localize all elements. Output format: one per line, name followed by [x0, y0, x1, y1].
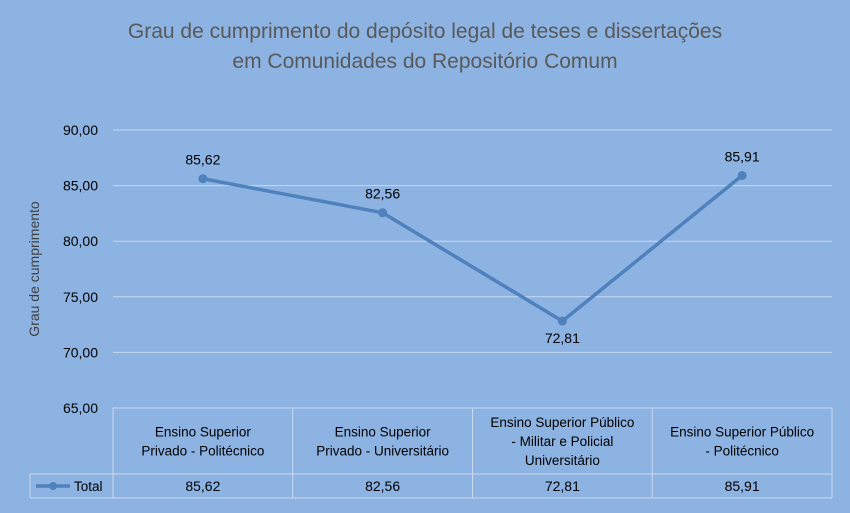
- data-point: [198, 174, 208, 184]
- y-tick-label: 85,00: [63, 178, 98, 194]
- category-label: - Militar e Policial: [511, 434, 613, 449]
- data-point: [557, 316, 567, 326]
- series-line: [202, 174, 744, 323]
- category-label: Ensino Superior Público: [670, 425, 814, 440]
- legend-marker: [49, 482, 57, 490]
- data-label: 72,81: [545, 330, 580, 346]
- category-label: Universitário: [525, 453, 600, 468]
- y-axis-label: Grau de cumprimento: [26, 201, 42, 337]
- y-tick-label: 90,00: [63, 122, 98, 138]
- category-label: - Politécnico: [705, 444, 779, 459]
- data-point: [378, 208, 388, 218]
- category-label: Privado - Universitário: [316, 444, 449, 459]
- y-tick-label: 70,00: [63, 344, 98, 360]
- category-label: Privado - Politécnico: [141, 444, 264, 459]
- table-value: 82,56: [365, 478, 400, 494]
- data-point: [737, 170, 747, 180]
- y-tick-label: 80,00: [63, 233, 98, 249]
- chart-title-line-1: Grau de cumprimento do depósito legal de…: [128, 20, 722, 43]
- y-tick-label: 75,00: [63, 289, 98, 305]
- y-tick-label: 65,00: [63, 400, 98, 416]
- data-label: 85,62: [185, 152, 220, 168]
- category-label: Ensino Superior Público: [490, 415, 634, 430]
- table-value: 72,81: [545, 478, 580, 494]
- data-label: 82,56: [365, 186, 400, 202]
- data-label: 85,91: [725, 148, 760, 164]
- table-value: 85,62: [185, 478, 220, 494]
- legend-label: Total: [74, 479, 103, 494]
- category-label: Ensino Superior: [335, 425, 432, 440]
- chart-title-line-2: em Comunidades do Repositório Comum: [232, 50, 617, 73]
- category-label: Ensino Superior: [155, 425, 252, 440]
- table-value: 85,91: [725, 478, 760, 494]
